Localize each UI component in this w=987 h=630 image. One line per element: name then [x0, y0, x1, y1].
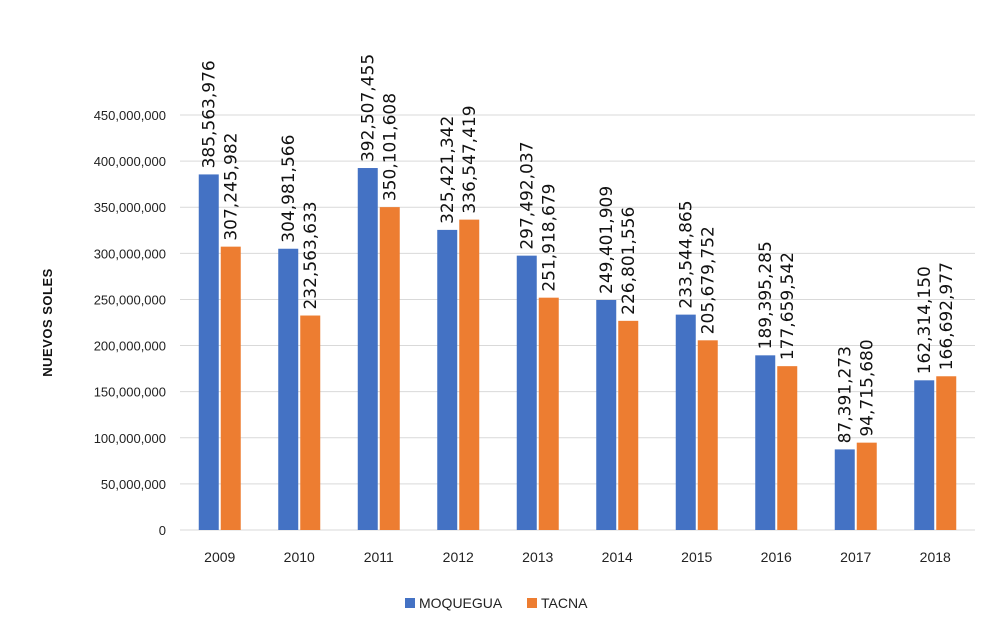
data-label-tacna-2012: 336,547,419 [460, 105, 480, 213]
y-tick-label: 400,000,000 [94, 154, 166, 169]
bar-moquegua-2011 [357, 168, 378, 530]
bar-tacna-2010 [300, 315, 321, 530]
data-label-tacna-2015: 205,679,752 [699, 226, 719, 334]
data-label-tacna-2017: 94,715,680 [858, 339, 878, 436]
x-tick-label: 2010 [284, 549, 315, 565]
y-axis-label: NUEVOS SOLES [40, 268, 55, 377]
bar-tacna-2016 [777, 366, 798, 530]
x-tick-label: 2011 [364, 549, 394, 565]
data-label-tacna-2009: 307,245,982 [222, 132, 242, 240]
x-tick-label: 2016 [761, 549, 792, 565]
y-tick-label: 50,000,000 [101, 477, 166, 492]
x-tick-label: 2017 [840, 549, 871, 565]
x-tick-label: 2013 [522, 549, 553, 565]
x-axis-ticks: 2009 2010 2011 2012 2013 2014 2015 2016 2017 2018 [204, 549, 951, 565]
data-label-moquegua-2016: 189,395,285 [756, 241, 776, 349]
x-tick-label: 2009 [204, 549, 235, 565]
bar-tacna-2014 [618, 320, 639, 530]
data-label-tacna-2016: 177,659,542 [778, 252, 798, 360]
bars [198, 168, 957, 531]
bar-tacna-2012 [459, 219, 480, 531]
bar-moquegua-2013 [516, 255, 537, 530]
bar-moquegua-2016 [755, 355, 776, 530]
data-label-moquegua-2011: 392,507,455 [359, 54, 379, 162]
x-tick-label: 2012 [443, 549, 474, 565]
legend: MOQUEGUA TACNA [405, 595, 588, 611]
legend-swatch-moquegua [405, 598, 415, 608]
y-tick-label: 200,000,000 [94, 339, 166, 354]
data-label-tacna-2018: 166,692,977 [937, 262, 957, 370]
bar-moquegua-2010 [278, 248, 299, 530]
bar-moquegua-2009 [198, 174, 219, 531]
x-tick-label: 2015 [681, 549, 712, 565]
data-label-moquegua-2017: 87,391,273 [836, 346, 856, 443]
data-label-moquegua-2014: 249,401,909 [597, 186, 617, 294]
x-tick-label: 2014 [602, 549, 633, 565]
x-tick-label: 2018 [920, 549, 951, 565]
y-tick-label: 250,000,000 [94, 292, 166, 307]
bar-moquegua-2017 [834, 449, 855, 530]
data-label-tacna-2013: 251,918,679 [540, 184, 560, 292]
data-label-moquegua-2013: 297,492,037 [518, 141, 538, 249]
bar-moquegua-2014 [596, 299, 617, 530]
y-tick-label: 150,000,000 [94, 385, 166, 400]
data-label-tacna-2010: 232,563,633 [301, 201, 321, 309]
data-label-moquegua-2009: 385,563,976 [200, 60, 220, 168]
bar-tacna-2013 [538, 297, 559, 530]
data-label-moquegua-2018: 162,314,150 [915, 266, 935, 374]
data-label-moquegua-2012: 325,421,342 [438, 116, 458, 224]
bar-moquegua-2018 [914, 380, 935, 530]
bar-tacna-2018 [936, 376, 957, 530]
y-tick-label: 300,000,000 [94, 246, 166, 261]
y-tick-label: 100,000,000 [94, 431, 166, 446]
bar-moquegua-2012 [437, 229, 458, 530]
y-tick-label: 350,000,000 [94, 200, 166, 215]
bar-tacna-2009 [220, 246, 241, 530]
y-axis-ticks: 0 50,000,000 100,000,000 150,000,000 200,000… [94, 108, 166, 538]
data-label-moquegua-2010: 304,981,566 [279, 135, 299, 243]
legend-label-tacna: TACNA [541, 595, 588, 611]
bar-moquegua-2015 [675, 314, 696, 530]
bar-tacna-2017 [856, 442, 877, 530]
bar-tacna-2011 [379, 207, 400, 530]
data-label-moquegua-2015: 233,544,865 [677, 200, 697, 308]
bar-tacna-2015 [697, 340, 718, 530]
y-tick-label: 450,000,000 [94, 108, 166, 123]
data-label-tacna-2014: 226,801,556 [619, 207, 639, 315]
y-tick-label: 0 [159, 523, 166, 538]
data-label-tacna-2011: 350,101,608 [381, 93, 401, 201]
legend-swatch-tacna [527, 598, 537, 608]
legend-label-moquegua: MOQUEGUA [419, 595, 503, 611]
